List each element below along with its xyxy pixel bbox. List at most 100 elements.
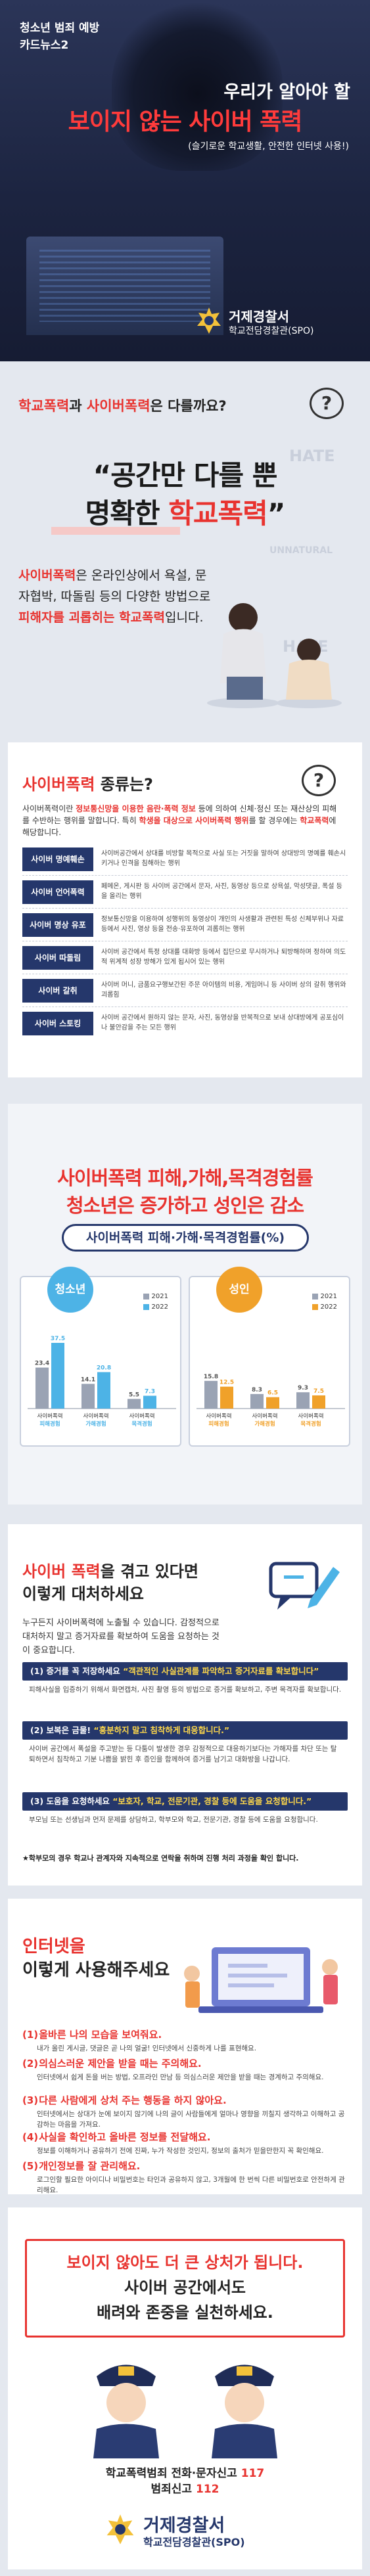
- tip-title: 사실을 확인하고 올바른 정보를 전달해요.: [39, 2131, 211, 2143]
- row-divider: [22, 1006, 348, 1007]
- adult-legend: 2021 2022: [312, 1292, 337, 1313]
- laptop-illustration: [26, 237, 223, 335]
- tip-title: 개인정보를 잘 관리해요.: [39, 2160, 141, 2172]
- category-label: 사이버폭력: [206, 1412, 231, 1420]
- step-title: 도움을 요청하세요: [46, 1796, 110, 1806]
- stats-title-2: 청소년은 증가하고 성인은 감소: [66, 1194, 304, 1217]
- desc-part: 사이버폭력: [18, 568, 76, 583]
- legend-swatch: [312, 1303, 318, 1310]
- step-bar: (2) 보복은 금물! “흥분하지 말고 침착하게 대응합니다.”: [22, 1721, 348, 1740]
- response-step: (2) 보복은 금물! “흥분하지 말고 침착하게 대응합니다.” 사이버 공간…: [22, 1721, 348, 1765]
- legend-label: 2022: [151, 1303, 168, 1311]
- tip-title: 올바른 나의 모습을 보여줘요.: [39, 2029, 162, 2041]
- category-label: 목격경험: [131, 1420, 152, 1428]
- legend-swatch: [143, 1293, 149, 1299]
- adult-chart-panel: 성인 2021 2022 15.8 12.5 사이버폭력 피해경험 8.3 6.5 사이버폭…: [189, 1267, 350, 1447]
- desc-part: 은 온라인상에서 욕설, 문자협박, 따돌림 등의 다양한 방법으로: [18, 568, 211, 604]
- question-bubble-icon: ?: [302, 765, 336, 796]
- intro-part: 에 해당합니다.: [22, 816, 336, 837]
- category-label: 피해경험: [39, 1420, 60, 1428]
- definition-section: HATE HATE UNNATURAL 학교폭력과 사이버폭력은 다를까요? ?…: [0, 361, 370, 729]
- bar-2021: [81, 1384, 95, 1409]
- intro-part: 사이버폭력이란: [22, 804, 76, 813]
- response-heading-1: 사이버 폭력을 겪고 있다면: [22, 1558, 198, 1581]
- type-row: 사이버 언어폭력 페메온, 게시판 등 사이버 공간에서 문자, 사진, 동영상 …: [22, 880, 348, 909]
- youth-legend: 2021 2022: [143, 1292, 168, 1313]
- types-card: 사이버폭력 종류는? ? 사이버폭력이란 정보통신망을 이용한 음란·폭력 정보…: [8, 742, 362, 1077]
- bar-value-label: 14.1: [81, 1376, 95, 1383]
- highlight-underline: [51, 527, 180, 535]
- bar-2022: [312, 1395, 325, 1409]
- tip-title: 다른 사람에게 상처 주는 행동을 하지 않아요.: [39, 2094, 227, 2106]
- row-divider: [22, 875, 348, 876]
- category-label: 사이버폭력: [129, 1412, 154, 1420]
- youth-chart-panel: 청소년 2021 2022 23.4 37.5 사이버폭력 피해경험 14.1 20.8 사…: [20, 1267, 181, 1447]
- category-label: 목격경험: [300, 1420, 321, 1428]
- usage-tip: (5) 개인정보를 잘 관리해요. 로그인할 필요한 아이디나 비밀번호는 타인…: [22, 2159, 348, 2196]
- step-text: 사이버 공간에서 폭설을 주고받는 등 다툼이 발생한 경우 감정적으로 대응하…: [29, 1745, 337, 1763]
- intro-part: 학생을 대상으로 사이버폭력 행위: [139, 816, 249, 825]
- bar-2021: [204, 1380, 218, 1409]
- usage-tip: (4) 사실을 확인하고 올바른 정보를 전달해요. 정보를 이해하거나 공유하…: [22, 2130, 348, 2156]
- code-lines-decoration: [39, 250, 210, 322]
- step-bar: (3) 도움을 요청하세요 “보호자, 학교, 전문기관, 경찰 등에 도움을 …: [22, 1792, 348, 1811]
- closing-org-sub: 학교전담경찰관(SPO): [143, 2536, 245, 2548]
- chat-pencil-icon: [269, 1562, 340, 1610]
- response-heading-2: 이렇게 대처하세요: [22, 1585, 144, 1603]
- usage-tip: (3) 다른 사람에게 상처 주는 행동을 하지 않아요. 인터넷에서는 상대가…: [22, 2093, 348, 2130]
- intro-part: 를 할 경우에는: [248, 816, 300, 825]
- legend-swatch: [143, 1303, 149, 1310]
- bar-2021: [127, 1399, 141, 1409]
- quote-part: ”: [267, 497, 286, 530]
- police-org-name: 거제경찰서: [229, 309, 289, 325]
- step-bar: (1) 증거를 꼭 저장하세요 “객관적인 사실관계를 파악하고 증거자료를 확…: [22, 1662, 348, 1681]
- quote-part: 명확한: [85, 497, 169, 530]
- closing-line-1: 보이지 않아도 더 큰 상처가 됩니다.: [66, 2253, 304, 2272]
- closing-card: 보이지 않아도 더 큰 상처가 됩니다. 사이버 공간에서도 배려와 존중을 실…: [8, 2207, 362, 2569]
- hero-subtitle: 우리가 알아야 할: [223, 82, 350, 102]
- police-officers-illustration: [93, 2364, 277, 2458]
- type-label: 사이버 언어폭력: [22, 880, 93, 904]
- report-line-117: 학교폭력범죄 전화·문자신고 117: [8, 2464, 362, 2480]
- step-num: (1): [30, 1666, 44, 1676]
- phone-label: 범죄신고: [150, 2483, 196, 2496]
- tip-text: 로그인할 필요한 아이디나 비밀번호는 타인과 공유하지 않고, 3개월에 한 …: [37, 2176, 345, 2194]
- tip-num: (2): [22, 2058, 39, 2069]
- heading-part: 을 겪고 있다면: [100, 1562, 198, 1581]
- bg-word: HATE: [289, 447, 335, 465]
- heading-part: 사이버 폭력: [22, 1562, 101, 1581]
- usage-heading-2: 이렇게 사용해주세요: [22, 1960, 170, 1980]
- step-quote: “보호자, 학교, 전문기관, 경찰 등에 도움을 요청합니다.”: [112, 1796, 312, 1806]
- report-line-112: 범죄신고 112: [8, 2479, 362, 2496]
- desc-part: 피해자를 괴롭히는 학교폭력: [18, 610, 165, 625]
- step-num: (3): [30, 1796, 44, 1806]
- police-emblem-icon: [197, 307, 221, 334]
- question-bubble-icon: ?: [310, 388, 344, 419]
- type-row: 사이버 갈취 사이버 머니, 금품요구행보간된 주문 아이템의 비용, 게임머니 …: [22, 979, 348, 1007]
- bar-2022: [97, 1372, 110, 1409]
- stats-section: 사이버폭력 피해,가해,목격경험률 청소년은 증가하고 성인은 감소 사이버폭력…: [0, 1091, 370, 1518]
- type-row: 사이버 명예훼손 사이버공간에서 상대를 비방할 목적으로 사실 또는 거짓을 말…: [22, 847, 348, 876]
- hero-tagline: (슬기로운 학교생활, 안전한 인터넷 사용!): [188, 141, 349, 152]
- bar-value-label: 7.3: [145, 1389, 155, 1395]
- type-label: 사이버 스토킹: [22, 1012, 93, 1035]
- definition-text: 사이버폭력은 온라인상에서 욕설, 문자협박, 따돌림 등의 다양한 방법으로 …: [18, 565, 216, 628]
- stats-title-1: 사이버폭력 피해,가해,목격경험률: [57, 1167, 313, 1189]
- bg-word: UNNATURAL: [269, 545, 333, 556]
- stats-card: 사이버폭력 피해,가해,목격경험률 청소년은 증가하고 성인은 감소 사이버폭력…: [8, 1104, 362, 1504]
- tip-num: (4): [22, 2131, 39, 2143]
- heading-part: 종류는?: [100, 775, 153, 794]
- type-text: 사이버공간에서 상대를 비방할 목적으로 사실 또는 거짓을 말하여 상대방의 …: [101, 850, 346, 867]
- response-card: 사이버 폭력을 겪고 있다면 이렇게 대처하세요 누구든지 사이버폭력에 노출될…: [8, 1524, 362, 1886]
- response-intro: 누구든지 사이버폭력에 노출될 수 있습니다. 감정적으로 대처하지 말고 증거…: [22, 1618, 220, 1656]
- stats-pill-label: 사이버폭력 피해·가해·목격경험률(%): [62, 1224, 309, 1252]
- tip-head: (3) 다른 사람에게 상처 주는 행동을 하지 않아요.: [22, 2093, 348, 2107]
- type-text: 페메온, 게시판 등 사이버 공간에서 문자, 사진, 동영상 등으로 상욕설,…: [101, 883, 342, 900]
- tip-text: 내가 올린 게시글, 댓글은 곧 나의 얼굴! 인터넷에서 신중하게 나를 표현…: [37, 2045, 257, 2052]
- bar-2022: [220, 1386, 233, 1409]
- q-part: 은 다를까요?: [150, 398, 227, 414]
- series-line-2: 카드뉴스2: [20, 39, 69, 52]
- category-label: 가해경험: [254, 1420, 275, 1428]
- bar-value-label: 6.5: [267, 1390, 278, 1397]
